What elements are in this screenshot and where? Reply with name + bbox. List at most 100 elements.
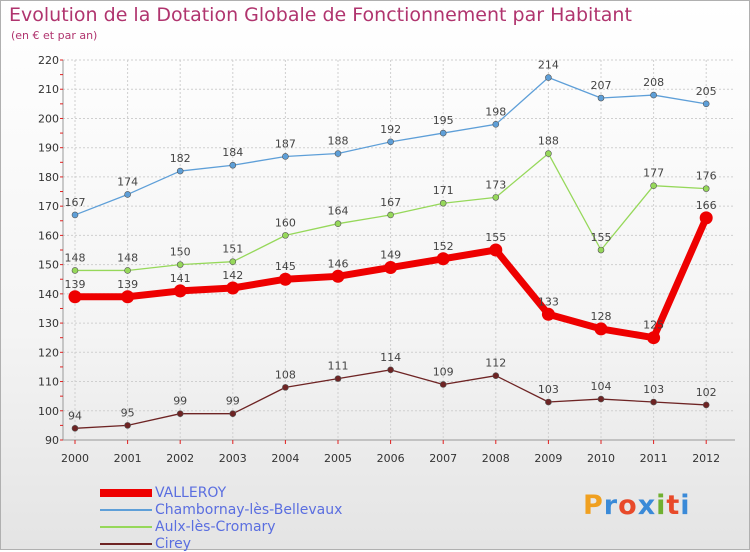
- data-point-cirey: [545, 398, 552, 406]
- legend-label: Chambornay-lès-Bellevaux: [155, 501, 343, 518]
- data-point-aulx-les-cromary: [282, 232, 289, 239]
- data-point-chambornay-les-bellevaux: [334, 150, 342, 157]
- y-tick-label: 190: [38, 142, 59, 155]
- data-point-valleroy: [699, 211, 713, 225]
- y-tick-label: 110: [38, 376, 59, 389]
- data-point-aulx-les-cromary: [387, 211, 394, 219]
- y-tick-label: 100: [38, 405, 59, 418]
- data-point-cirey: [702, 401, 710, 409]
- data-label-valleroy: 155: [485, 231, 506, 244]
- data-label-chambornay-les-bellevaux: 205: [696, 85, 717, 98]
- logo-letter: o: [618, 490, 638, 521]
- data-label-chambornay-les-bellevaux: 195: [433, 114, 454, 127]
- data-point-valleroy: [594, 322, 608, 336]
- data-label-valleroy: 146: [328, 257, 349, 270]
- data-point-aulx-les-cromary: [702, 185, 710, 192]
- logo-letter: P: [583, 490, 604, 521]
- y-tick-label: 200: [38, 112, 59, 125]
- data-label-aulx-les-cromary: 164: [328, 205, 349, 218]
- data-point-cirey: [124, 422, 131, 429]
- x-tick-label: 2004: [271, 452, 299, 465]
- data-point-aulx-les-cromary: [71, 267, 79, 274]
- data-point-aulx-les-cromary: [492, 194, 500, 201]
- y-tick-label: 120: [38, 346, 59, 359]
- data-point-chambornay-les-bellevaux: [492, 121, 500, 128]
- legend-swatch: [100, 542, 152, 545]
- data-label-chambornay-les-bellevaux: 192: [380, 123, 401, 136]
- data-label-aulx-les-cromary: 177: [643, 167, 664, 180]
- data-point-aulx-les-cromary: [545, 150, 552, 157]
- data-point-cirey: [650, 398, 657, 406]
- legend-item-cirey: Cirey: [100, 535, 342, 552]
- x-tick-label: 2010: [587, 452, 615, 465]
- data-point-valleroy: [489, 243, 503, 257]
- data-point-valleroy: [68, 290, 82, 304]
- data-point-aulx-les-cromary: [124, 267, 131, 274]
- data-label-valleroy: 166: [696, 199, 717, 212]
- data-label-cirey: 95: [121, 406, 135, 419]
- legend-swatch: [100, 488, 152, 497]
- data-label-cirey: 94: [68, 409, 82, 422]
- x-tick-label: 2007: [429, 452, 457, 465]
- data-point-valleroy: [647, 331, 661, 345]
- y-tick-label: 170: [38, 200, 59, 213]
- y-tick-label: 130: [38, 317, 59, 330]
- data-label-valleroy: 133: [538, 295, 559, 308]
- data-label-aulx-les-cromary: 155: [591, 231, 612, 244]
- x-tick-label: 2006: [377, 452, 405, 465]
- x-tick-label: 2009: [534, 452, 562, 465]
- data-label-chambornay-les-bellevaux: 198: [485, 105, 506, 118]
- data-point-valleroy: [384, 261, 398, 275]
- data-point-chambornay-les-bellevaux: [545, 74, 552, 81]
- x-tick-label: 2005: [324, 452, 352, 465]
- data-label-cirey: 104: [591, 380, 612, 393]
- x-tick-label: 2000: [61, 452, 89, 465]
- data-point-cirey: [71, 425, 79, 432]
- data-label-cirey: 112: [485, 357, 506, 370]
- data-label-chambornay-les-bellevaux: 214: [538, 59, 559, 72]
- data-point-valleroy: [226, 281, 240, 295]
- data-label-chambornay-les-bellevaux: 184: [222, 146, 243, 159]
- data-label-aulx-les-cromary: 171: [433, 184, 454, 197]
- data-point-cirey: [334, 375, 342, 382]
- data-label-chambornay-les-bellevaux: 174: [117, 175, 138, 188]
- data-label-chambornay-les-bellevaux: 167: [65, 196, 86, 209]
- data-label-cirey: 109: [433, 365, 454, 378]
- data-point-chambornay-les-bellevaux: [439, 129, 447, 137]
- data-label-valleroy: 139: [65, 278, 86, 291]
- data-label-aulx-les-cromary: 160: [275, 216, 296, 229]
- data-point-chambornay-les-bellevaux: [124, 191, 131, 198]
- data-label-valleroy: 152: [433, 240, 454, 253]
- data-label-cirey: 99: [226, 395, 240, 408]
- data-point-cirey: [387, 366, 394, 374]
- legend-item-valleroy: VALLEROY: [100, 484, 342, 501]
- y-tick-label: 140: [38, 288, 59, 301]
- x-tick-label: 2012: [692, 452, 720, 465]
- data-point-valleroy: [173, 284, 187, 298]
- data-label-chambornay-les-bellevaux: 208: [643, 76, 664, 89]
- data-point-cirey: [229, 410, 237, 417]
- y-tick-label: 210: [38, 83, 59, 96]
- data-label-aulx-les-cromary: 167: [380, 196, 401, 209]
- data-label-aulx-les-cromary: 151: [222, 243, 243, 256]
- y-tick-label: 90: [45, 434, 59, 447]
- data-label-cirey: 111: [328, 360, 349, 373]
- x-tick-label: 2011: [640, 452, 668, 465]
- data-point-valleroy: [541, 307, 555, 321]
- data-label-aulx-les-cromary: 148: [117, 251, 138, 264]
- data-label-valleroy: 145: [275, 260, 296, 273]
- data-label-aulx-les-cromary: 148: [65, 251, 86, 264]
- data-point-aulx-les-cromary: [650, 182, 657, 189]
- series-line-cirey: [74, 369, 707, 429]
- y-tick-label: 150: [38, 259, 59, 272]
- x-tick-label: 2008: [482, 452, 510, 465]
- data-label-valleroy: 125: [643, 319, 664, 332]
- data-label-aulx-les-cromary: 150: [170, 246, 191, 259]
- data-label-cirey: 103: [538, 383, 559, 396]
- logo-letter: t: [666, 490, 681, 521]
- proxiti-logo: Proxiti: [583, 490, 691, 521]
- x-tick-label: 2001: [114, 452, 142, 465]
- data-label-cirey: 108: [275, 368, 296, 381]
- data-point-aulx-les-cromary: [439, 199, 447, 207]
